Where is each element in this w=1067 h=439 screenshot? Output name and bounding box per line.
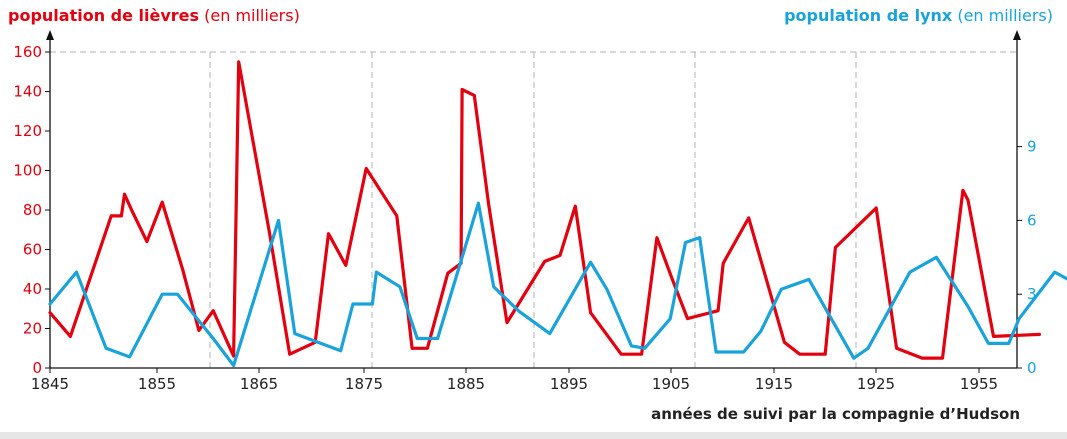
grid: [50, 51, 1017, 368]
x-tick-label: 1895: [550, 375, 588, 393]
x-tick-label: 1955: [960, 375, 998, 393]
x-axis-label: années de suivi par la compagnie d’Hudso…: [651, 405, 1020, 423]
left-tick-label: 120: [13, 122, 42, 140]
hare-population-line: [48, 60, 1042, 360]
x-tick-label: 1845: [31, 375, 69, 393]
tick-labels: 0 20 40 60 80 100 120 140 160 0 3 6 9 1845 1855 1865 187…: [13, 43, 1036, 393]
right-tick-label: 9: [1027, 138, 1037, 156]
left-tick-label: 0: [32, 359, 42, 377]
left-tick-label: 20: [23, 320, 42, 338]
footer-divider: [0, 432, 1067, 439]
right-tick-label: 0: [1027, 359, 1037, 377]
x-tick-label: 1865: [240, 375, 278, 393]
right-tick-label: 6: [1027, 211, 1037, 229]
left-tick-label: 100: [13, 162, 42, 180]
x-tick-label: 1875: [345, 375, 383, 393]
left-tick-label: 40: [23, 280, 42, 298]
right-tick-label: 3: [1027, 285, 1037, 303]
left-tick-label: 160: [13, 43, 42, 61]
x-tick-label: 1885: [447, 375, 485, 393]
x-tick-label: 1905: [652, 375, 690, 393]
left-axis-title: population de lièvres (en milliers): [8, 6, 300, 25]
left-tick-label: 60: [23, 241, 42, 259]
left-tick-label: 80: [23, 201, 42, 219]
right-axis-arrow: [1013, 30, 1021, 40]
x-tick-label: 1915: [755, 375, 793, 393]
series: [48, 60, 1067, 368]
left-axis-arrow: [46, 30, 54, 40]
x-tick-label: 1855: [138, 375, 176, 393]
right-axis-title: population de lynx (en milliers): [784, 6, 1053, 25]
x-tick-label: 1925: [857, 375, 895, 393]
left-tick-label: 140: [13, 83, 42, 101]
lynx-population-line: [48, 201, 1067, 368]
